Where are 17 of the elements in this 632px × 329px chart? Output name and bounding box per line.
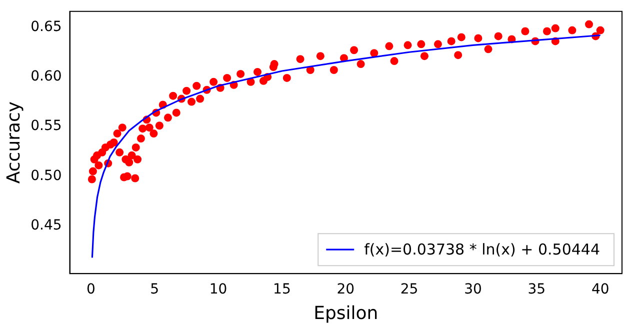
x-tick-label: 10 bbox=[209, 282, 228, 298]
y-tick-label: 0.45 bbox=[30, 218, 62, 234]
x-tick-label: 40 bbox=[591, 282, 610, 298]
x-tick-label: 20 bbox=[336, 282, 355, 298]
x-tick-label: 5 bbox=[150, 282, 160, 298]
x-axis-title: Epsilon bbox=[314, 302, 378, 324]
y-tick-label: 0.60 bbox=[30, 68, 62, 85]
y-tick-label: 0.50 bbox=[30, 168, 62, 184]
x-tick-label: 25 bbox=[400, 282, 418, 298]
y-axis-title: Accuracy bbox=[3, 101, 24, 184]
x-tick-label: 30 bbox=[464, 282, 482, 298]
y-tick-label: 0.55 bbox=[30, 118, 62, 134]
legend-label: f(x)=0.03738 * ln(x) + 0.50444 bbox=[364, 240, 600, 258]
y-tick-label: 0.65 bbox=[30, 18, 62, 35]
x-tick-label: 35 bbox=[528, 282, 546, 298]
x-tick-label: 0 bbox=[86, 282, 96, 298]
x-tick-label: 15 bbox=[273, 282, 291, 298]
